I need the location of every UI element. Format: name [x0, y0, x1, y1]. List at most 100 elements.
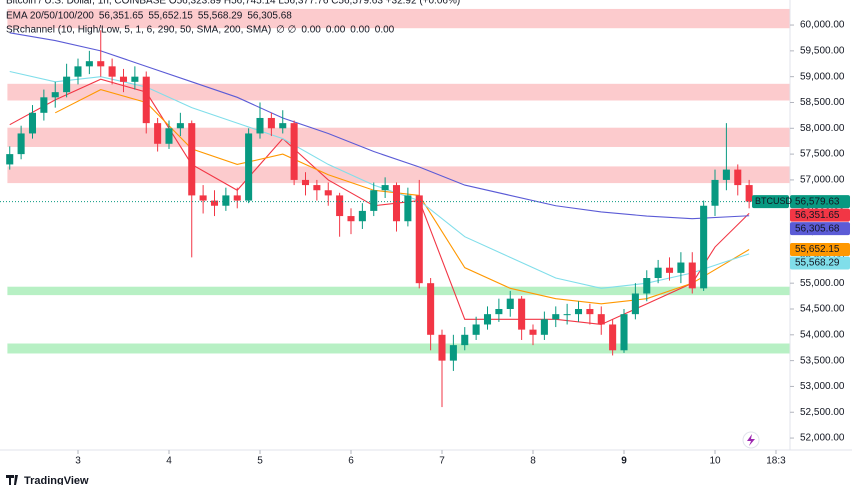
y-tick-label: 55,000.00	[800, 278, 845, 289]
srchannel-value: 0.00	[350, 25, 370, 36]
candle-body	[654, 267, 662, 279]
candle-body	[370, 190, 378, 211]
candle-body	[6, 154, 14, 165]
flash-glyph	[747, 434, 755, 446]
sr-zone	[7, 166, 790, 184]
y-tick-label: 52,500.00	[800, 407, 845, 418]
axes: 52,000.00 52,500.00 53,000.00 53,500.00 54,0…	[0, 0, 852, 467]
x-tick-label: 8	[530, 456, 536, 467]
candle-body	[256, 117, 264, 134]
sr-zone	[7, 343, 790, 354]
ema-value: 55,652.15	[148, 11, 193, 22]
candle-body	[574, 308, 583, 315]
candle-body	[119, 76, 128, 82]
sr-zone	[7, 8, 790, 29]
x-tick-label: 5	[257, 456, 263, 467]
header: Bitcoin / U.S. Dollar, 1h, COINBASE O56,…	[6, 0, 460, 7]
srchannel-title: SRchannel (10, High/Low, 5, 1, 6, 290, 5…	[6, 25, 271, 36]
y-tick-label: 53,500.00	[800, 355, 845, 366]
candle-body	[427, 283, 435, 335]
srchannel-value: 0.00	[375, 25, 395, 36]
candle-body	[711, 179, 719, 206]
candle-body	[643, 278, 651, 294]
y-tick-label: 54,000.00	[800, 329, 845, 340]
candle-body	[313, 185, 321, 191]
y-tick-label: 59,500.00	[800, 45, 845, 56]
candle-body	[279, 123, 287, 129]
candle-body	[529, 329, 537, 335]
candle-body	[734, 169, 742, 186]
candle-body	[301, 179, 310, 186]
candle-body	[518, 298, 526, 330]
candle-body	[336, 195, 344, 217]
candle-body	[85, 61, 93, 67]
candle-body	[563, 314, 571, 316]
y-tick-label: 57,500.00	[800, 149, 845, 160]
candle-body	[677, 262, 685, 273]
candle-body	[495, 308, 503, 315]
y-tick-label: 60,000.00	[800, 20, 845, 31]
ema-value: 56,305.68	[247, 11, 292, 22]
candle-body	[222, 195, 230, 206]
candle-body	[51, 92, 59, 98]
brand: TradingView	[24, 475, 89, 485]
y-tick-label: 58,500.00	[800, 97, 845, 108]
candle-body	[267, 117, 275, 129]
srchannel-value: 0.00	[326, 25, 346, 36]
x-tick-label: 10	[709, 456, 721, 467]
candle-body	[210, 200, 219, 206]
y-tick-label: 57,000.00	[800, 175, 845, 186]
candle-body	[74, 66, 82, 77]
candle-body	[97, 61, 105, 67]
candle-body	[415, 195, 423, 284]
sr-zone	[7, 127, 790, 147]
candle-body	[631, 293, 639, 315]
candle-body	[461, 334, 469, 346]
ema-line	[9, 32, 750, 220]
price-tag	[790, 256, 850, 270]
candle-body	[700, 205, 708, 289]
candle-body	[540, 319, 548, 335]
candle-body	[586, 308, 594, 315]
candle-body	[28, 112, 37, 134]
candle-body	[438, 334, 446, 361]
candle-body	[154, 123, 162, 144]
candle-body	[449, 345, 457, 361]
legend: Bitcoin / U.S. Dollar, 1h, COINBASE O56,…	[6, 0, 460, 36]
candle-body	[290, 123, 298, 180]
y-tick-label: 59,000.00	[800, 71, 845, 82]
candle-body	[665, 267, 674, 273]
srchannel-value: 0.00	[301, 25, 321, 36]
ema-title: EMA 20/50/100/200	[6, 11, 94, 22]
candle-body	[324, 190, 332, 196]
candle-body	[176, 123, 184, 129]
price-tag	[790, 243, 850, 257]
x-tick-label: 6	[348, 456, 354, 467]
price-tag	[790, 208, 850, 222]
candle-body	[347, 216, 355, 222]
y-tick-label: 53,000.00	[800, 381, 845, 392]
candle-body	[358, 210, 366, 222]
candle-body	[40, 97, 48, 113]
candle-body	[392, 185, 401, 222]
price-tag	[790, 222, 850, 236]
candle-body	[381, 185, 389, 191]
x-tick-label: 9	[621, 456, 627, 467]
candle-body	[188, 123, 196, 196]
candle-body	[620, 314, 628, 351]
plot-area	[0, 8, 790, 408]
candle-body	[131, 76, 139, 82]
candle-body	[506, 298, 514, 309]
candle-body	[165, 128, 173, 144]
ema-value: 55,568.29	[198, 11, 243, 22]
srchannel-symbols: ∅ ∅	[276, 25, 296, 36]
x-tick-label: 4	[166, 456, 172, 467]
candle-body	[108, 66, 116, 77]
ema-value: 56,351.65	[99, 11, 144, 22]
price-tag-label: 56,305.68	[795, 223, 840, 234]
candle-body	[404, 195, 412, 222]
candle-body	[597, 314, 605, 325]
